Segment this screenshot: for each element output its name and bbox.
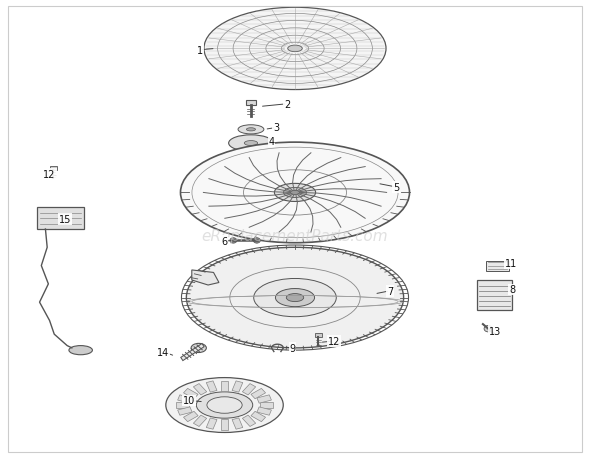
Ellipse shape xyxy=(253,238,260,244)
Ellipse shape xyxy=(274,184,316,202)
Bar xyxy=(486,261,509,271)
Bar xyxy=(315,334,322,337)
Text: 4: 4 xyxy=(268,137,274,147)
Text: 14: 14 xyxy=(157,347,169,357)
Ellipse shape xyxy=(254,279,336,317)
Polygon shape xyxy=(192,270,219,285)
Bar xyxy=(257,407,271,415)
Text: 3: 3 xyxy=(273,123,279,133)
Ellipse shape xyxy=(204,8,386,90)
Ellipse shape xyxy=(290,191,300,195)
Text: 15: 15 xyxy=(58,214,71,224)
Bar xyxy=(260,403,273,408)
Ellipse shape xyxy=(286,294,304,302)
Bar xyxy=(178,407,192,415)
Ellipse shape xyxy=(238,125,264,134)
Ellipse shape xyxy=(230,238,237,244)
Bar xyxy=(221,381,228,391)
Text: 11: 11 xyxy=(505,259,517,269)
Ellipse shape xyxy=(207,397,242,414)
Bar xyxy=(206,381,217,392)
Ellipse shape xyxy=(186,248,404,348)
Bar xyxy=(194,384,206,395)
Ellipse shape xyxy=(288,46,302,53)
Bar xyxy=(183,389,198,399)
Bar xyxy=(194,415,206,426)
Bar xyxy=(178,395,192,403)
Bar xyxy=(251,389,266,399)
Text: 12: 12 xyxy=(43,170,55,180)
Bar xyxy=(183,411,198,422)
Ellipse shape xyxy=(276,289,314,307)
Ellipse shape xyxy=(244,141,258,146)
Bar xyxy=(257,395,271,403)
Text: 9: 9 xyxy=(290,343,296,353)
Text: 13: 13 xyxy=(489,326,501,336)
Ellipse shape xyxy=(191,344,206,353)
Ellipse shape xyxy=(484,326,492,332)
Ellipse shape xyxy=(196,392,253,418)
Bar xyxy=(176,403,189,408)
Bar xyxy=(477,281,512,310)
Ellipse shape xyxy=(69,346,93,355)
Text: 10: 10 xyxy=(183,396,195,406)
Text: 12: 12 xyxy=(327,336,340,346)
Ellipse shape xyxy=(284,188,306,198)
Text: 1: 1 xyxy=(197,45,203,56)
Ellipse shape xyxy=(166,378,283,432)
Ellipse shape xyxy=(181,143,409,243)
Bar xyxy=(242,384,255,395)
Bar xyxy=(37,207,84,230)
Bar xyxy=(232,381,242,392)
Text: 6: 6 xyxy=(221,236,228,246)
Ellipse shape xyxy=(247,129,255,132)
Text: eReplacementParts.com: eReplacementParts.com xyxy=(202,229,388,244)
Bar xyxy=(245,101,256,106)
Bar xyxy=(242,415,255,426)
Bar xyxy=(232,418,242,429)
Bar xyxy=(206,418,217,429)
Bar xyxy=(221,420,228,430)
Bar xyxy=(251,411,266,422)
Text: 7: 7 xyxy=(387,286,394,296)
Text: 8: 8 xyxy=(509,285,515,295)
Ellipse shape xyxy=(229,135,273,152)
Text: 2: 2 xyxy=(284,100,290,110)
Text: 5: 5 xyxy=(393,183,399,192)
Bar xyxy=(50,167,57,170)
